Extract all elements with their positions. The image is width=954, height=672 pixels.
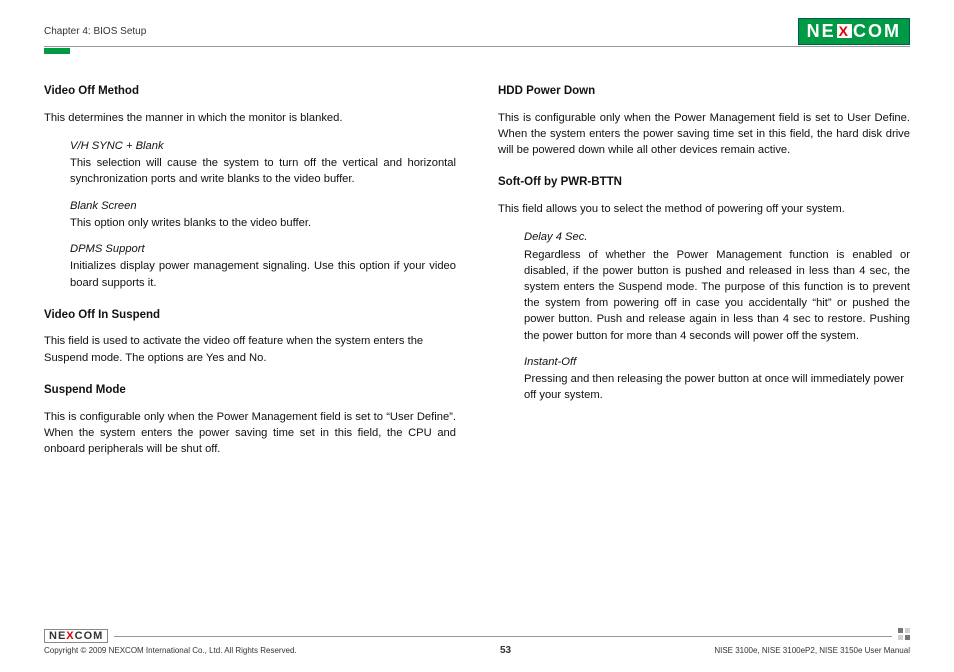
section-body: This is configurable only when the Power… bbox=[44, 409, 456, 458]
option-title: Delay 4 Sec. bbox=[524, 229, 910, 245]
footer-logo: NEXCOM bbox=[44, 629, 108, 643]
option-body: This selection will cause the system to … bbox=[70, 155, 456, 187]
option-body: Initializes display power management sig… bbox=[70, 258, 456, 290]
footer-logo-right: COM bbox=[75, 630, 104, 642]
brand-logo: NE X COM bbox=[798, 18, 910, 45]
header-rule bbox=[44, 46, 910, 47]
logo-text-right: COM bbox=[853, 21, 901, 42]
option-body: This option only writes blanks to the vi… bbox=[70, 215, 456, 231]
option-block: DPMS Support Initializes display power m… bbox=[70, 241, 456, 291]
option-block: Blank Screen This option only writes bla… bbox=[70, 198, 456, 231]
option-block: Delay 4 Sec. Regardless of whether the P… bbox=[524, 229, 910, 344]
logo-text-left: NE bbox=[807, 21, 836, 42]
copyright-text: Copyright © 2009 NEXCOM International Co… bbox=[44, 646, 297, 655]
option-block: Instant-Off Pressing and then releasing … bbox=[524, 354, 910, 404]
footer-line bbox=[114, 636, 892, 637]
section-title: Soft-Off by PWR-BTTN bbox=[498, 174, 910, 191]
section-title: Video Off Method bbox=[44, 83, 456, 100]
content-area: Video Off Method This determines the man… bbox=[44, 83, 910, 469]
option-body: Regardless of whether the Power Manageme… bbox=[524, 247, 910, 344]
left-column: Video Off Method This determines the man… bbox=[44, 83, 456, 469]
option-title: V/H SYNC + Blank bbox=[70, 138, 456, 154]
option-title: DPMS Support bbox=[70, 241, 456, 257]
section-title: Video Off In Suspend bbox=[44, 307, 456, 324]
section-intro: This field allows you to select the meth… bbox=[498, 201, 910, 217]
footer-row: Copyright © 2009 NEXCOM International Co… bbox=[44, 645, 910, 656]
option-title: Blank Screen bbox=[70, 198, 456, 214]
page-footer: NEXCOM Copyright © 2009 NEXCOM Internati… bbox=[44, 629, 910, 656]
section-body: This is configurable only when the Power… bbox=[498, 110, 910, 159]
doc-title: NISE 3100e, NISE 3100eP2, NISE 3150e Use… bbox=[714, 646, 910, 655]
footer-rule: NEXCOM bbox=[44, 629, 910, 643]
footer-logo-x-icon: X bbox=[66, 630, 74, 642]
footer-dots-icon bbox=[898, 628, 910, 640]
footer-logo-left: NE bbox=[49, 630, 66, 642]
option-body: Pressing and then releasing the power bu… bbox=[524, 371, 910, 403]
option-block: V/H SYNC + Blank This selection will cau… bbox=[70, 138, 456, 188]
page-number: 53 bbox=[500, 645, 511, 656]
right-column: HDD Power Down This is configurable only… bbox=[498, 83, 910, 469]
page-header: Chapter 4: BIOS Setup NE X COM bbox=[44, 18, 910, 44]
option-title: Instant-Off bbox=[524, 354, 910, 370]
section-title: HDD Power Down bbox=[498, 83, 910, 100]
section-intro: This determines the manner in which the … bbox=[44, 110, 456, 126]
logo-x-icon: X bbox=[837, 24, 852, 38]
section-title: Suspend Mode bbox=[44, 382, 456, 399]
chapter-label: Chapter 4: BIOS Setup bbox=[44, 26, 146, 37]
section-body: This field is used to activate the video… bbox=[44, 333, 456, 365]
